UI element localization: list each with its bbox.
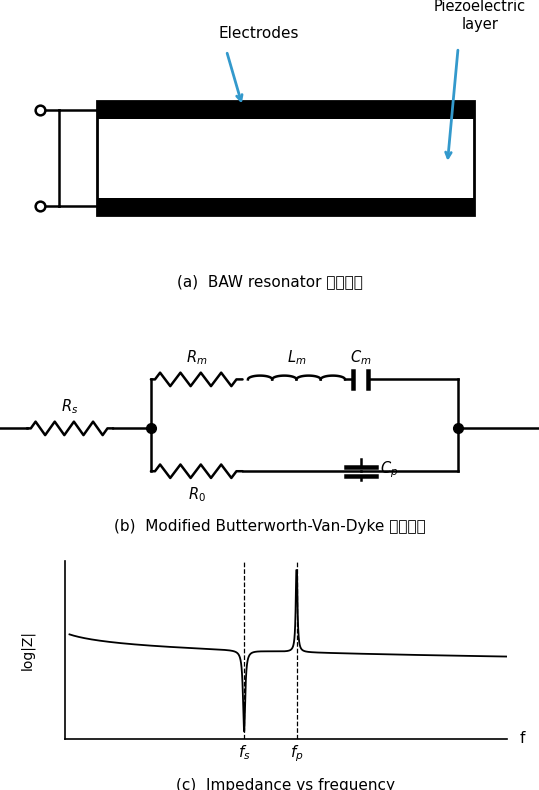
Text: $C_m$: $C_m$ — [350, 348, 371, 367]
Bar — [97, 101, 474, 118]
Text: (b)  Modified Butterworth-Van-Dyke 等效电路: (b) Modified Butterworth-Van-Dyke 等效电路 — [114, 519, 425, 534]
Bar — [97, 198, 474, 215]
Text: $R_s$: $R_s$ — [61, 397, 79, 416]
Text: (c)  Impedance vs frequency: (c) Impedance vs frequency — [176, 777, 395, 790]
Text: (a)  BAW resonator 基本结构: (a) BAW resonator 基本结构 — [177, 274, 362, 288]
Text: f: f — [520, 732, 525, 746]
Bar — [97, 101, 474, 215]
Text: $C_p$: $C_p$ — [381, 460, 398, 480]
Text: $R_0$: $R_0$ — [188, 485, 206, 504]
Text: log|Z|: log|Z| — [20, 630, 34, 670]
Text: $L_m$: $L_m$ — [287, 348, 306, 367]
Text: $R_m$: $R_m$ — [186, 348, 208, 367]
Text: Piezoelectric
layer: Piezoelectric layer — [434, 0, 526, 32]
Text: Electrodes: Electrodes — [218, 26, 299, 41]
